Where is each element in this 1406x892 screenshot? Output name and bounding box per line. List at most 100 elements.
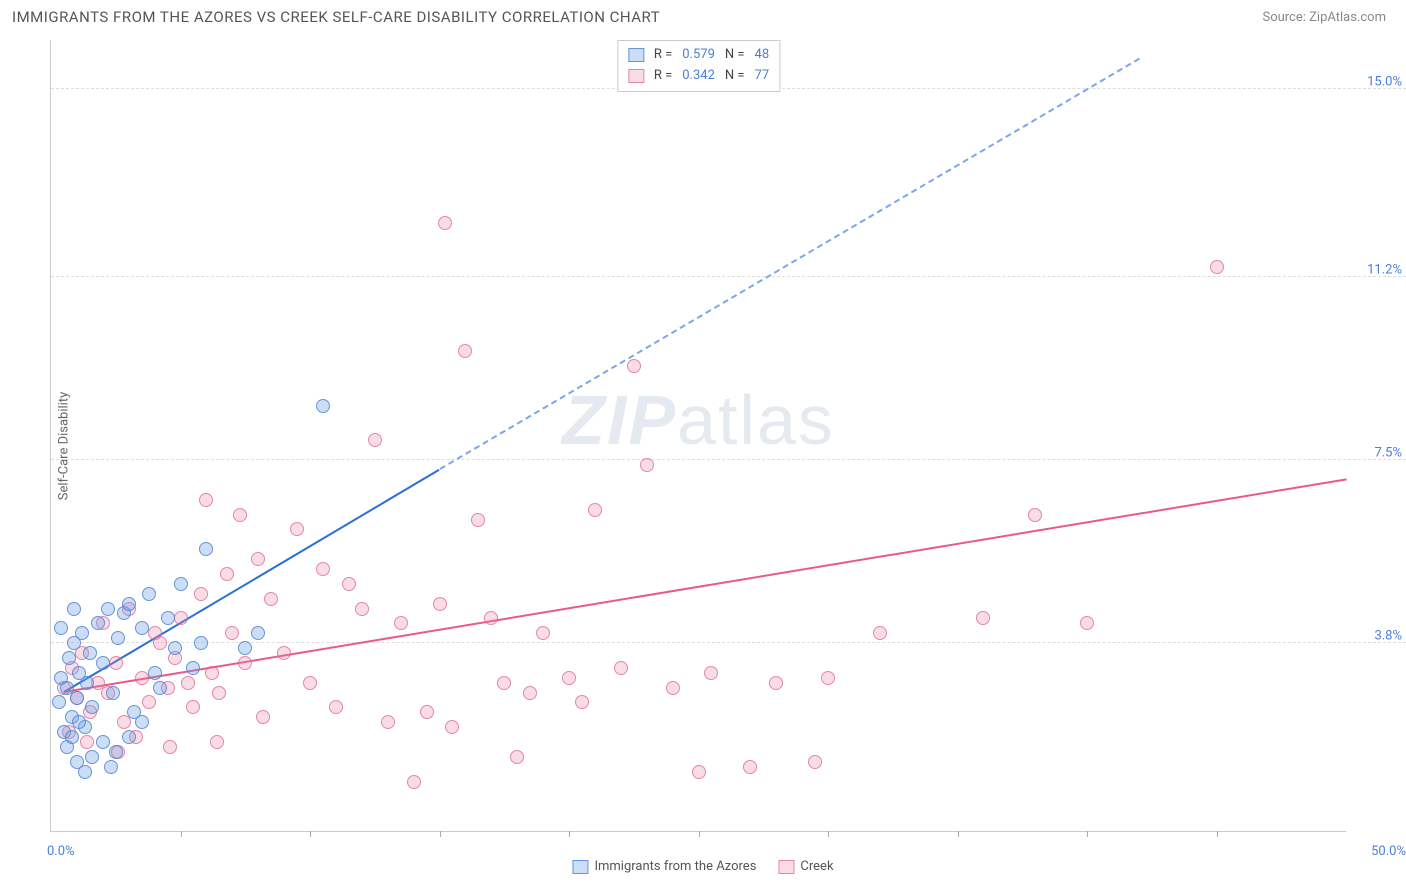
data-point	[181, 676, 195, 690]
x-axis-max-label: 50.0%	[1371, 844, 1406, 859]
data-point	[471, 513, 485, 527]
trend-line	[64, 478, 1346, 693]
gridline	[51, 642, 1406, 643]
data-point	[316, 399, 330, 413]
swatch-pink-icon	[778, 860, 794, 874]
data-point	[510, 750, 524, 764]
data-point	[62, 651, 76, 665]
data-point	[445, 720, 459, 734]
data-point	[91, 616, 105, 630]
data-point	[536, 626, 550, 640]
data-point	[199, 493, 213, 507]
data-point	[342, 577, 356, 591]
data-point	[251, 552, 265, 566]
data-point	[523, 686, 537, 700]
data-point	[65, 730, 79, 744]
x-tick	[310, 831, 311, 837]
data-point	[80, 676, 94, 690]
data-point	[497, 676, 511, 690]
gridline	[51, 276, 1406, 277]
data-point	[484, 611, 498, 625]
data-point	[199, 542, 213, 556]
data-point	[238, 656, 252, 670]
data-point	[163, 740, 177, 754]
data-point	[109, 656, 123, 670]
data-point	[85, 750, 99, 764]
data-point	[142, 587, 156, 601]
data-point	[104, 760, 118, 774]
data-point	[1028, 508, 1042, 522]
data-point	[212, 686, 226, 700]
data-point	[692, 765, 706, 779]
data-point	[85, 700, 99, 714]
data-point	[106, 686, 120, 700]
data-point	[168, 641, 182, 655]
data-point	[355, 602, 369, 616]
data-point	[588, 503, 602, 517]
data-point	[394, 616, 408, 630]
data-point	[67, 602, 81, 616]
data-point	[316, 562, 330, 576]
data-point	[575, 695, 589, 709]
data-point	[256, 710, 270, 724]
series-legend: Immigrants from the Azores Creek	[572, 859, 833, 874]
y-tick-label: 7.5%	[1374, 446, 1402, 461]
data-point	[135, 671, 149, 685]
data-point	[205, 666, 219, 680]
data-point	[458, 344, 472, 358]
data-point	[186, 661, 200, 675]
data-point	[614, 661, 628, 675]
swatch-blue-icon	[572, 860, 588, 874]
data-point	[153, 681, 167, 695]
gridline	[51, 459, 1406, 460]
y-tick-label: 11.2%	[1367, 263, 1402, 278]
data-point	[368, 433, 382, 447]
source-link[interactable]: ZipAtlas.com	[1309, 10, 1386, 25]
chart-header: IMMIGRANTS FROM THE AZORES VS CREEK SELF…	[0, 0, 1406, 30]
data-point	[122, 730, 136, 744]
data-point	[186, 700, 200, 714]
data-point	[238, 641, 252, 655]
data-point	[233, 508, 247, 522]
legend-item-blue: Immigrants from the Azores	[572, 859, 756, 874]
data-point	[873, 626, 887, 640]
x-tick	[828, 831, 829, 837]
data-point	[135, 621, 149, 635]
data-point	[329, 700, 343, 714]
data-point	[381, 715, 395, 729]
x-tick	[958, 831, 959, 837]
data-point	[122, 597, 136, 611]
data-point	[220, 567, 234, 581]
data-point	[54, 621, 68, 635]
data-point	[52, 695, 66, 709]
x-tick	[699, 831, 700, 837]
data-point	[194, 636, 208, 650]
data-point	[640, 458, 654, 472]
data-point	[174, 611, 188, 625]
data-point	[101, 602, 115, 616]
data-point	[210, 735, 224, 749]
data-point	[407, 775, 421, 789]
data-point	[666, 681, 680, 695]
data-point	[72, 715, 86, 729]
data-point	[148, 666, 162, 680]
data-point	[78, 765, 92, 779]
swatch-blue-icon	[628, 48, 644, 62]
data-point	[420, 705, 434, 719]
data-point	[174, 577, 188, 591]
data-point	[438, 216, 452, 230]
data-point	[251, 626, 265, 640]
x-tick	[1217, 831, 1218, 837]
data-point	[135, 715, 149, 729]
data-point	[303, 676, 317, 690]
data-point	[277, 646, 291, 660]
legend-item-pink: Creek	[778, 859, 833, 874]
legend-row-pink: R = 0.342 N = 77	[628, 66, 769, 87]
data-point	[704, 666, 718, 680]
data-point	[225, 626, 239, 640]
scatter-chart: ZIPatlas R = 0.579 N = 48 R = 0.342 N = …	[50, 40, 1346, 832]
data-point	[194, 587, 208, 601]
chart-source: Source: ZipAtlas.com	[1262, 10, 1386, 25]
data-point	[1210, 260, 1224, 274]
x-tick	[181, 831, 182, 837]
